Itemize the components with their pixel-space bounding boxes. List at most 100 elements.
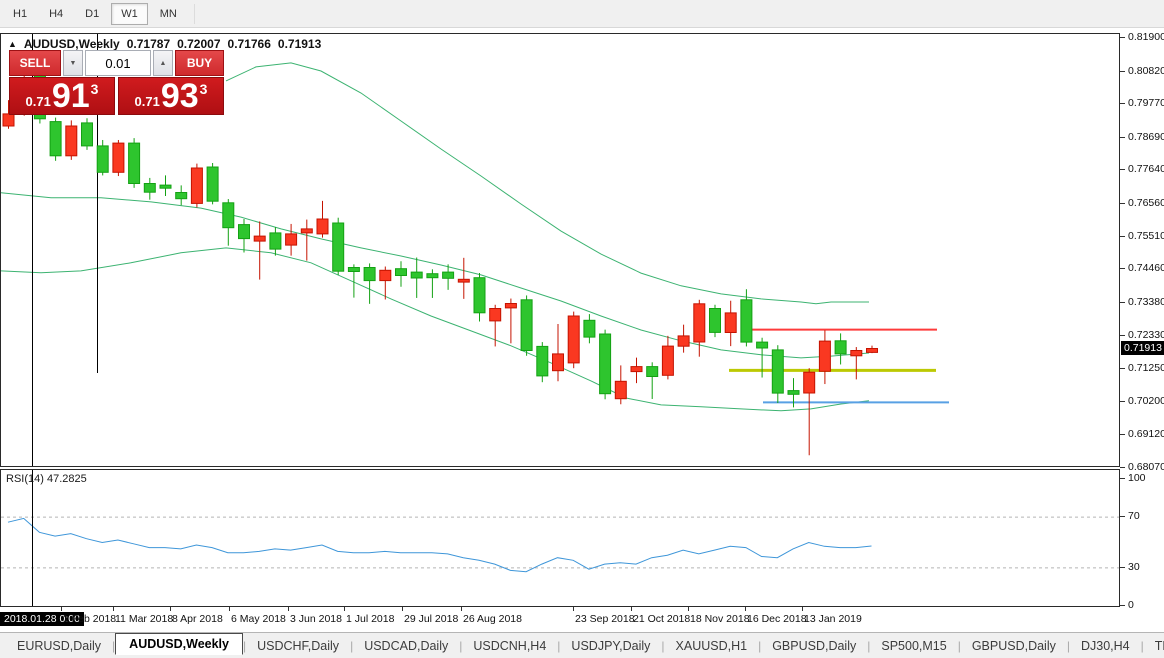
tab-usdjpy-daily[interactable]: USDJPY,Daily xyxy=(571,638,651,653)
candle-body-down xyxy=(96,145,109,173)
buy-price-tile[interactable]: 0.71 93 3 xyxy=(118,77,224,115)
candle-body-up xyxy=(316,218,329,235)
timeframe-button-d1[interactable]: D1 xyxy=(85,7,100,20)
timeframe-button-w1[interactable]: W1 xyxy=(111,2,148,25)
tab-xauusd-h1[interactable]: XAUUSD,H1 xyxy=(675,638,748,653)
candle-body-up xyxy=(253,235,266,242)
tab-separator: | xyxy=(557,638,561,653)
sell-price-prefix: 0.71 xyxy=(25,93,51,109)
candle-body-up xyxy=(630,366,643,373)
volume-increase-button[interactable]: ▲ xyxy=(153,50,173,76)
tab-separator: | xyxy=(661,638,665,653)
main-chart-pane[interactable]: ▲ AUDUSD,Weekly 0.71787 0.72007 0.71766 … xyxy=(0,33,1120,467)
tab-sp500-m15[interactable]: SP500,M15 xyxy=(881,638,947,653)
axis-tick-mark xyxy=(1120,301,1125,303)
tab-separator: | xyxy=(867,638,871,653)
price-axis-label: 0.72330 xyxy=(1128,328,1164,341)
ohlc-high: 0.72007 xyxy=(177,37,221,51)
date-tick-mark xyxy=(688,607,689,611)
bollinger-upper-band-line xyxy=(225,62,869,305)
price-axis-label: 0.68070 xyxy=(1128,461,1164,473)
candle-body-up xyxy=(850,350,863,357)
rsi-axis-label: 100 xyxy=(1128,472,1146,484)
collapse-arrow-icon[interactable]: ▲ xyxy=(8,39,17,49)
date-tick-mark xyxy=(461,607,462,611)
candle-body-down xyxy=(143,183,156,193)
price-axis[interactable]: 0.71913 0.81900 0.80820 0.79770 0.78690 0.77… xyxy=(1120,31,1164,630)
rsi-title: RSI(14) 47.2825 xyxy=(6,473,87,485)
date-axis[interactable]: 2018.01.28 0:00 1 Feb 2018 11 Mar 2018 8 A… xyxy=(0,607,1120,632)
price-axis-label: 0.78690 xyxy=(1128,130,1164,143)
candle-body-up xyxy=(724,312,737,333)
tab-dj30-h4[interactable]: DJ30,H4 xyxy=(1080,638,1130,653)
axis-tick-mark xyxy=(1120,566,1125,568)
candle-body-down xyxy=(175,192,188,200)
candle-body-down xyxy=(410,271,423,279)
tab-usdchf-daily[interactable]: USDCHF,Daily xyxy=(257,638,340,653)
candle-body-up xyxy=(693,303,706,343)
tab-gbpusd-daily[interactable]: GBPUSD,Daily xyxy=(971,638,1056,653)
candle-body-up xyxy=(300,228,313,234)
tab-audusd-weekly[interactable]: AUDUSD,Weekly xyxy=(115,633,243,655)
axis-tick-mark xyxy=(1120,268,1125,270)
candle-body-up xyxy=(457,278,470,283)
candle-body-down xyxy=(583,319,596,338)
candle-body-up xyxy=(803,371,816,394)
date-axis-label: 6 May 2018 xyxy=(231,613,286,625)
rsi-canvas[interactable] xyxy=(1,470,1119,606)
tab-gbpusd-daily[interactable]: GBPUSD,Daily xyxy=(772,638,857,653)
one-click-trading-panel: SELL ▼ ▲ BUY 0.71 91 3 0.71 93 3 xyxy=(9,50,226,115)
price-chart-canvas[interactable] xyxy=(1,34,1119,466)
bollinger-middle-band-line xyxy=(1,192,870,359)
axis-tick-mark xyxy=(1120,368,1125,370)
tab-separator: | xyxy=(242,638,247,653)
candle-body-up xyxy=(112,142,125,173)
sell-button[interactable]: SELL xyxy=(9,50,61,76)
date-axis-label: 1 Jul 2018 xyxy=(346,613,395,625)
toolbar-separator xyxy=(193,3,195,24)
axis-tick-mark xyxy=(1120,203,1125,205)
tab-usdcnh-h4[interactable]: USDCNH,H4 xyxy=(473,638,547,653)
candle-body-down xyxy=(834,340,847,355)
candle-body-up xyxy=(614,380,627,400)
date-tick-mark xyxy=(288,607,289,611)
date-axis-label: 3 Jun 2018 xyxy=(290,613,342,625)
date-tick-mark xyxy=(745,607,746,611)
axis-tick-mark xyxy=(1120,516,1125,518)
date-tick-mark xyxy=(573,607,574,611)
timeframe-button-h1[interactable]: H1 xyxy=(13,7,28,20)
tab-tech100[interactable]: TECH100 xyxy=(1154,638,1164,653)
volume-decrease-button[interactable]: ▼ xyxy=(63,50,83,76)
candle-body-down xyxy=(599,333,612,395)
price-axis-label: 0.75510 xyxy=(1128,229,1164,242)
sell-price-tile[interactable]: 0.71 91 3 xyxy=(9,77,115,115)
date-axis-label: 26 Aug 2018 xyxy=(463,613,522,625)
timeframe-button-mn[interactable]: MN xyxy=(159,7,177,20)
timeframe-button-h4[interactable]: H4 xyxy=(49,7,64,20)
price-axis-label: 0.71250 xyxy=(1128,362,1164,375)
tab-separator: | xyxy=(1066,638,1070,653)
candle-body-up xyxy=(2,113,15,127)
volume-input[interactable] xyxy=(85,50,151,76)
timeframe-toolbar: H1 H4 D1 W1 MN xyxy=(0,0,1164,28)
candle-body-down xyxy=(536,345,549,377)
tab-usdcad-daily[interactable]: USDCAD,Daily xyxy=(364,638,449,653)
price-axis-label: 0.73380 xyxy=(1128,295,1164,308)
rsi-indicator-pane[interactable]: RSI(14) 47.2825 xyxy=(0,469,1120,607)
date-axis-label: 1 Feb 2018 xyxy=(63,613,117,625)
price-axis-label: 0.70200 xyxy=(1128,394,1164,407)
date-axis-label: 16 Dec 2018 xyxy=(747,613,807,625)
tab-separator: | xyxy=(957,638,961,653)
candle-body-down xyxy=(771,349,784,394)
tab-separator: | xyxy=(459,638,463,653)
candle-body-down xyxy=(206,166,219,202)
axis-tick-mark xyxy=(1120,235,1125,237)
candle-body-down xyxy=(442,271,455,279)
rsi-line xyxy=(7,517,872,573)
axis-tick-mark xyxy=(1120,478,1125,479)
axis-tick-mark xyxy=(1120,467,1125,468)
axis-tick-mark xyxy=(1120,605,1125,606)
buy-button[interactable]: BUY xyxy=(175,50,224,76)
tab-eurusd-daily[interactable]: EURUSD,Daily xyxy=(17,638,102,653)
ohlc-open: 0.71787 xyxy=(126,37,171,51)
